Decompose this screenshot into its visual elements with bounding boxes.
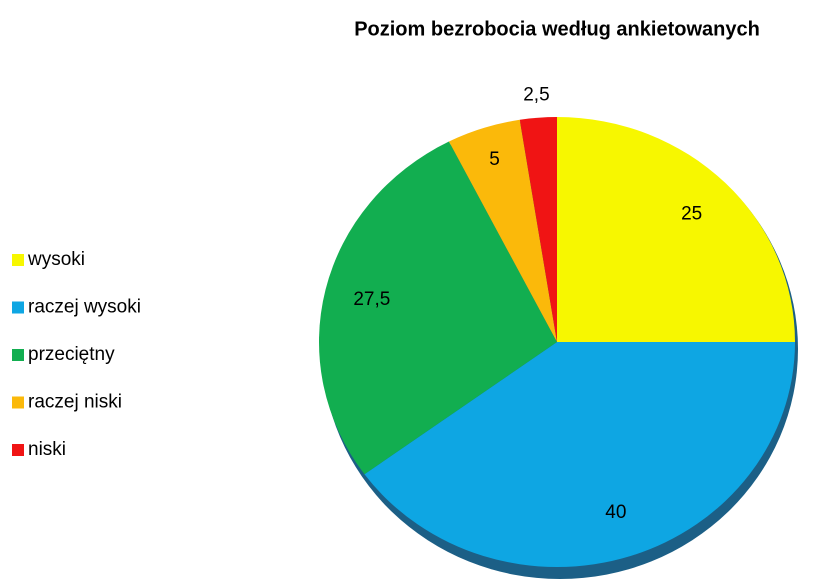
data-label: 27,5 — [353, 289, 390, 310]
data-label: 40 — [605, 502, 626, 523]
data-label: 5 — [489, 149, 500, 170]
pie-slice — [364, 342, 796, 567]
chart-title: Poziom bezrobocia według ankietowanych — [354, 18, 760, 40]
pie-slice — [519, 117, 557, 342]
pie-slice — [319, 141, 557, 475]
legend-swatch — [12, 254, 24, 266]
data-label: 2,5 — [523, 84, 549, 105]
data-label: 25 — [681, 204, 702, 225]
pie-slice — [448, 119, 557, 342]
legend-label: raczej niski — [28, 392, 122, 413]
legend-label: wysoki — [27, 249, 85, 270]
legend-swatch — [12, 301, 24, 314]
legend-swatch — [12, 349, 24, 361]
legend-swatch — [12, 396, 24, 409]
legend-label: niski — [28, 439, 66, 460]
legend-swatch — [12, 444, 24, 456]
legend-label: raczej wysoki — [28, 297, 141, 318]
legend-label: przeciętny — [28, 344, 115, 365]
pie-slice — [557, 117, 795, 342]
